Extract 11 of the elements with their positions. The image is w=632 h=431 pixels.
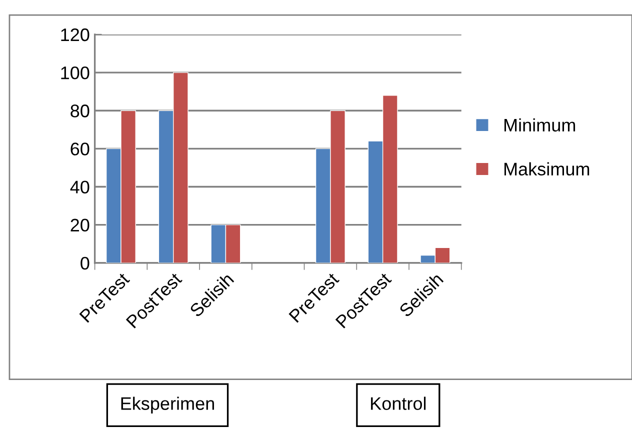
y-tick-label: 120 [61, 28, 90, 42]
y-tick-label: 20 [70, 218, 90, 232]
legend-label: Minimum [504, 118, 576, 132]
text: Kontrol [371, 396, 426, 410]
y-tick-label: 60 [70, 142, 90, 156]
y-tick-label: 100 [61, 66, 90, 80]
y-tick-label: 40 [70, 180, 90, 194]
legend-label: Maksimum [504, 162, 590, 176]
y-tick-label: 80 [70, 104, 90, 118]
y-tick-label: 0 [80, 256, 90, 270]
text: Eksperimen [121, 396, 214, 414]
